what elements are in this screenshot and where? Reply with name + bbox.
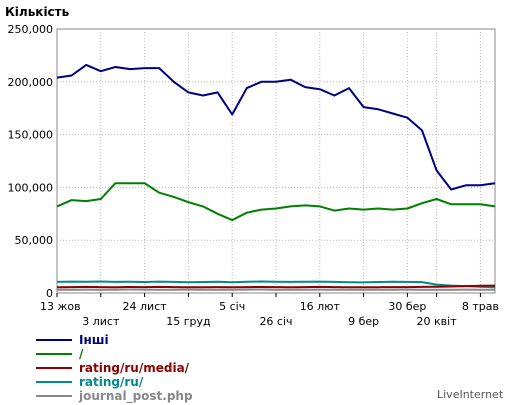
y-tick-label: 100,000: [8, 181, 54, 194]
series-line-Інші: [56, 63, 496, 191]
x-tick-label: 15 груд: [166, 315, 211, 328]
x-tick-labels: 13 жов 24 лист 5 січ 16 лют 30 бер 8 трав 3 ли…: [40, 300, 499, 328]
legend-label: journal_post.php: [78, 389, 193, 404]
legend: Інші/rating/ru/media/rating/ru/journal_p…: [36, 333, 193, 404]
y-tick-label: 50,000: [15, 234, 54, 247]
y-tick-labels: 0 50,000 100,000 150,000 200,000 250,000: [8, 23, 54, 300]
x-tick-label: 3 лист: [82, 315, 120, 328]
x-tick-label: 26 січ: [259, 315, 292, 328]
series-line-rating-ru-media-: [56, 284, 496, 289]
x-tick-label: 13 жов: [40, 300, 81, 313]
x-tick-label: 16 лют: [300, 300, 341, 313]
x-tick-label: 8 трав: [462, 300, 499, 313]
y-tick-label: 200,000: [8, 76, 54, 89]
legend-label: rating/ru/: [79, 375, 144, 389]
y-tick-label: 0: [46, 287, 53, 300]
x-tick-label: 9 бер: [348, 315, 379, 328]
series-line--: [56, 182, 496, 222]
x-tick-label: 5 січ: [219, 300, 245, 313]
grid-vertical: [56, 29, 481, 297]
series-lines: [56, 63, 496, 291]
legend-label: Інші: [79, 333, 109, 347]
legend-label: rating/ru/media/: [79, 361, 190, 375]
y-tick-label: 250,000: [8, 23, 54, 36]
brand-label: LiveInternet: [437, 388, 504, 401]
series-line-rating-ru-: [56, 280, 496, 289]
y-tick-label: 150,000: [8, 129, 54, 142]
x-tick-label: 30 бер: [388, 300, 426, 313]
x-tick-label: 20 квіт: [417, 315, 458, 328]
x-tick-label: 24 лист: [123, 300, 168, 313]
y-axis-label: Кількість: [5, 5, 70, 19]
legend-label: /: [79, 347, 84, 361]
